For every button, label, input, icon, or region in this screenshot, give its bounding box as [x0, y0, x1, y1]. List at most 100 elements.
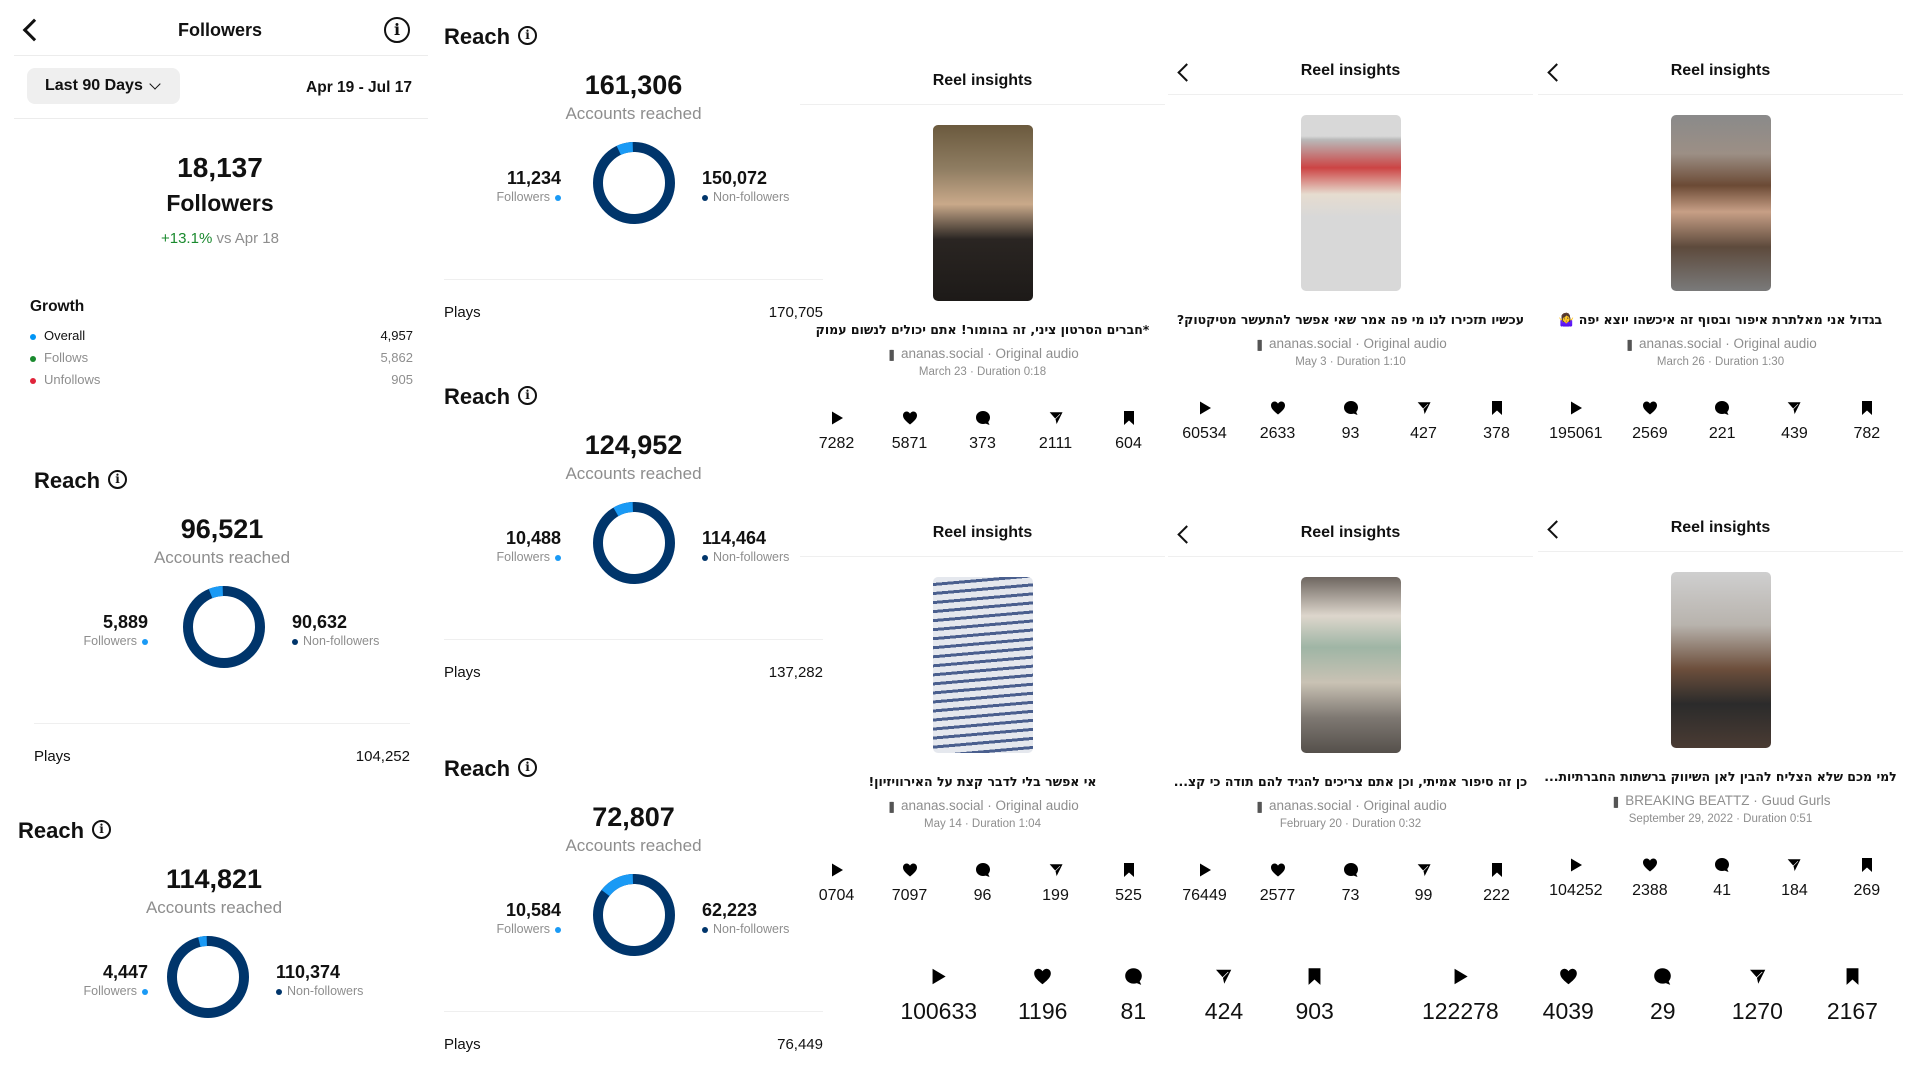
stat-value: 41 — [1713, 882, 1732, 899]
reel-audio[interactable]: ▐▌ ananas.social · Original audio — [800, 346, 1165, 361]
save-icon — [1843, 965, 1862, 992]
reel-thumbnail[interactable] — [1670, 115, 1771, 291]
plays-label: Plays — [444, 304, 481, 321]
followers-dot-icon — [142, 988, 148, 995]
reel-thumbnail[interactable] — [1300, 577, 1401, 753]
reel-audio[interactable]: ▐▌ ananas.social · Original audio — [1168, 336, 1533, 351]
non-followers-reached-count: 62,223 — [702, 900, 758, 920]
heart-icon — [902, 410, 918, 431]
followers-reached-count: 11,234 — [506, 168, 561, 188]
stat-plays: 0704 — [812, 862, 862, 905]
stat-value: 439 — [1781, 425, 1808, 442]
divider — [800, 556, 1165, 557]
stat-value: 2633 — [1259, 425, 1296, 442]
save-icon — [1121, 410, 1137, 431]
reel-caption: אי אפשר בלי לדבר קצת על האירוויזיון! — [868, 774, 1097, 789]
non-followers-reached-count: 90,632 — [292, 612, 348, 632]
plays-label: Plays — [444, 664, 481, 681]
reel-date-duration: March 26 · Duration 1:30 — [1656, 356, 1785, 368]
reel-insights-title: Reel insights — [1670, 519, 1771, 536]
stat-plays: 76449 — [1180, 862, 1230, 905]
comment-icon — [975, 410, 991, 431]
divider — [1168, 556, 1533, 557]
plays-value: 76,449 — [777, 1036, 823, 1053]
legend-label: Non-followers — [713, 190, 790, 204]
stat-likes: 5871 — [885, 410, 935, 453]
reach-title: Reach i — [444, 24, 538, 50]
reel-audio[interactable]: ▐▌ ananas.social · Original audio — [800, 798, 1165, 813]
stat-value: 424 — [1204, 998, 1244, 1024]
non-followers-slice — [593, 502, 675, 584]
comment-icon — [975, 862, 991, 883]
accounts-reached-label: Accounts reached — [565, 464, 702, 483]
page-title: Followers — [177, 20, 262, 40]
non-followers-slice — [593, 142, 675, 224]
save-icon — [1121, 862, 1137, 883]
audio-wave-icon: ▐▌ — [1624, 340, 1635, 350]
reel-thumbnail[interactable] — [932, 577, 1033, 753]
reel-date-duration: February 20 · Duration 0:32 — [1279, 818, 1422, 830]
stat-value: 195061 — [1549, 425, 1603, 442]
date-range-text: Apr 19 - Jul 17 — [306, 79, 412, 96]
comment-icon — [1714, 857, 1730, 878]
non-followers-slice — [167, 936, 249, 1018]
reel-audio[interactable]: ▐▌ ananas.social · Original audio — [1168, 798, 1533, 813]
stat-shares: 2111 — [1031, 410, 1081, 453]
info-icon[interactable]: i — [518, 25, 538, 45]
info-icon[interactable]: i — [108, 469, 128, 489]
stat-value: 184 — [1781, 882, 1808, 899]
legend-label: Followers — [496, 190, 551, 204]
reel-insights-title: Reel insights — [1300, 62, 1401, 79]
stat-saves: 2167 — [1827, 965, 1878, 1025]
reel-insights-panel: Reel insights כן זה סיפור אמיתי, וכן אתם … — [1168, 510, 1533, 970]
info-icon[interactable]: i — [92, 819, 112, 839]
comment-icon — [1343, 862, 1359, 883]
reel-caption: בגדול אני מאלתרת איפור ובסוף זה איכשהו י… — [1558, 312, 1883, 327]
non-followers-reached-count: 150,072 — [702, 168, 768, 188]
stat-value: 782 — [1853, 425, 1881, 442]
divider — [444, 639, 823, 640]
reel-thumbnail[interactable] — [1670, 572, 1771, 748]
info-icon[interactable]: i — [518, 757, 538, 777]
play-icon — [1568, 857, 1584, 878]
info-icon[interactable]: i — [384, 17, 410, 43]
followers-dot-icon — [555, 926, 561, 933]
stat-value: 122278 — [1421, 998, 1499, 1024]
legend-label: Non-followers — [303, 634, 380, 648]
info-icon[interactable]: i — [518, 385, 538, 405]
growth-list: Overall 4,957 Follows 5,862 Unfollows 90… — [30, 328, 413, 394]
accounts-reached-label: Accounts reached — [153, 548, 291, 567]
non-followers-legend: Non-followers — [702, 922, 789, 936]
followers-legend: Followers — [497, 550, 561, 564]
accounts-reached-label: Accounts reached — [565, 104, 702, 123]
legend-label: Non-followers — [713, 922, 790, 936]
accounts-reached-count: 114,821 — [165, 864, 263, 894]
stat-value: 2167 — [1826, 998, 1878, 1024]
divider — [1538, 551, 1903, 552]
stat-value: 73 — [1341, 887, 1360, 904]
stat-value: 93 — [1341, 425, 1360, 442]
accounts-reached-count: 96,521 — [180, 514, 264, 544]
date-range-dropdown[interactable]: Last 90 Days — [27, 68, 180, 104]
followers-legend: Followers — [496, 190, 561, 204]
reel-audio[interactable]: ▐▌ BREAKING BEATTZ · Guud Gurls — [1538, 793, 1903, 808]
stat-comments: 373 — [958, 410, 1008, 453]
reel-audio[interactable]: ▐▌ ananas.social · Original audio — [1538, 336, 1903, 351]
stat-value: 222 — [1483, 887, 1510, 904]
plays-value: 170,705 — [768, 304, 823, 321]
stat-value: 2577 — [1259, 887, 1296, 904]
growth-row-overall: Overall 4,957 — [30, 328, 413, 350]
reel-stats-row: 0704 7097 96 199 525 — [800, 862, 1165, 905]
heart-icon — [1642, 400, 1658, 421]
stat-likes: 2633 — [1253, 400, 1303, 443]
play-icon — [1568, 400, 1584, 421]
followers-reached-count: 10,488 — [505, 528, 561, 548]
stat-plays: 100633 — [900, 965, 977, 1025]
audio-wave-icon: ▐▌ — [1254, 802, 1265, 812]
non-followers-reached-count: 110,374 — [276, 962, 341, 982]
reel-thumbnail[interactable] — [932, 125, 1033, 301]
reel-thumbnail[interactable] — [1300, 115, 1401, 291]
stat-comments: 81 — [1108, 965, 1158, 1025]
stat-value: 269 — [1853, 882, 1881, 899]
audio-label: ananas.social · Original audio — [900, 798, 1079, 813]
